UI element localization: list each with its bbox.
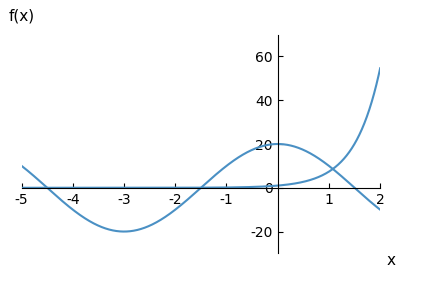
X-axis label: x: x <box>386 253 395 268</box>
Y-axis label: f(x): f(x) <box>9 9 35 24</box>
